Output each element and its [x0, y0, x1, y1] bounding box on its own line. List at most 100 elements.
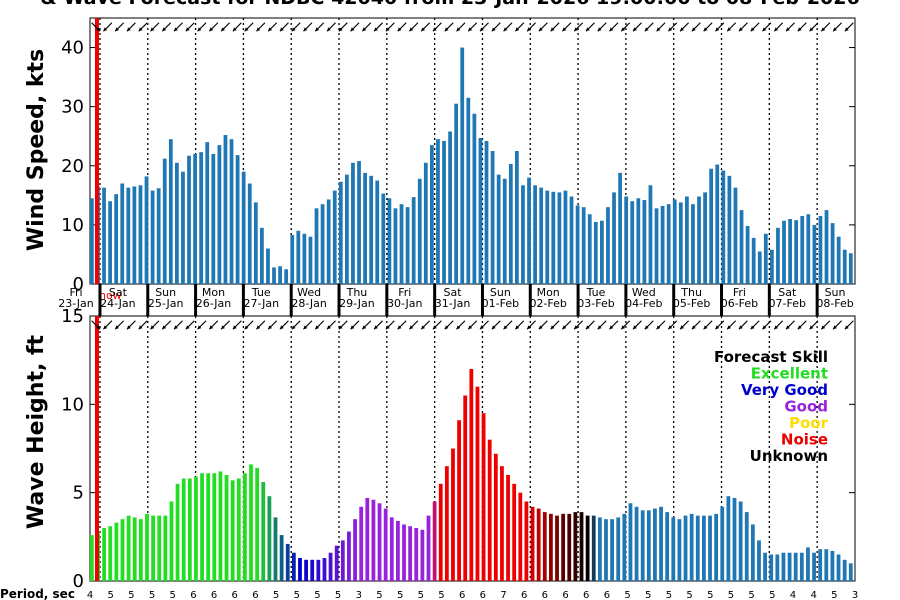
wind-bar [587, 214, 592, 284]
wind-bar [521, 185, 525, 284]
period-value: 5 [418, 590, 424, 600]
wave-direction-arrow [644, 320, 654, 330]
wind-bar [557, 192, 562, 284]
wave-bar [848, 563, 853, 581]
wind-direction-arrow [491, 22, 501, 32]
wind-arrow-head [444, 27, 449, 32]
period-value: 5 [149, 590, 155, 600]
wave-arrow-head [350, 325, 355, 330]
wind-direction-arrow [432, 22, 442, 32]
wave-bar [236, 478, 241, 581]
wave-arrow-head [503, 325, 508, 330]
wind-bar [399, 204, 404, 284]
wave-bar [708, 515, 712, 581]
wave-arrow-head [126, 325, 131, 330]
wind-bar [757, 251, 762, 284]
wind-arrow-head [656, 27, 661, 32]
wind-ytick-label: 10 [61, 215, 84, 236]
wave-bar [671, 517, 676, 581]
wind-direction-arrow [667, 22, 678, 32]
wave-bar [634, 506, 639, 581]
wave-bar [328, 552, 333, 581]
wind-bar [636, 198, 641, 284]
wave-direction-arrow [408, 320, 419, 330]
wave-bar [120, 519, 125, 581]
day-label-dow: Thu [680, 286, 702, 299]
wind-bar [739, 210, 744, 284]
wave-arrow-head [821, 325, 826, 330]
wave-bar [218, 471, 223, 581]
wave-bar [200, 473, 204, 581]
wave-arrow-head [362, 325, 367, 330]
wind-bar [363, 172, 367, 284]
wind-arrow-head [209, 27, 214, 32]
wind-bar [138, 185, 143, 284]
wind-bar [223, 135, 228, 284]
wind-arrow-head [833, 27, 837, 32]
wave-direction-arrow [691, 320, 701, 330]
wave-bar [702, 515, 706, 581]
wave-direction-arrow [820, 320, 831, 330]
wave-bar [793, 552, 798, 581]
wave-direction-arrow [185, 320, 195, 330]
wind-bar [666, 204, 671, 284]
wind-arrow-head [738, 27, 743, 32]
wind-bar [241, 171, 246, 284]
wave-bar [108, 526, 113, 581]
wave-arrow-head [138, 325, 143, 330]
wind-direction-arrow [703, 22, 713, 32]
wave-direction-arrow [656, 320, 666, 330]
wind-direction-arrow [456, 22, 466, 32]
wind-bar [102, 187, 106, 284]
wind-direction-arrow [267, 22, 278, 32]
wave-direction-arrow [573, 320, 584, 330]
wind-arrow-head [538, 27, 543, 32]
wave-direction-arrow [550, 320, 560, 330]
wave-bar [653, 508, 657, 581]
wave-arrow-head [150, 325, 155, 330]
wave-bar [414, 528, 419, 581]
wave-ytick-label: 15 [61, 306, 84, 327]
wave-direction-arrow [585, 320, 595, 330]
skill-legend-item: Forecast Skill [714, 348, 828, 366]
wind-direction-arrow [832, 22, 843, 32]
wave-direction-arrow [832, 320, 843, 330]
wind-arrow-head [633, 27, 637, 32]
wind-bar [442, 140, 446, 284]
wind-bar [108, 201, 112, 284]
day-label-date: 02-Feb [529, 297, 566, 310]
wave-bar [402, 524, 406, 581]
wind-bar [527, 177, 531, 284]
period-row: 4 5 5 5 5 6 6 6 6 5 5 5 5 3 5 5 5 5 6 6 7 6 6 6 6 6 5 5 5 5 5 5 5 5 4 4 5 3 [87, 590, 858, 600]
wind-direction-arrow [809, 22, 819, 32]
wind-direction-arrow [820, 22, 831, 32]
wave-arrow-head [456, 325, 461, 330]
wind-bar [703, 192, 707, 284]
wind-arrow-head [432, 27, 437, 32]
wave-bar [536, 508, 541, 581]
wave-arrow-head [103, 325, 108, 330]
period-value: 7 [500, 590, 506, 600]
period-value: 5 [273, 590, 279, 600]
wind-bar [387, 198, 392, 284]
wave-bar [408, 526, 413, 581]
wind-arrow-head [691, 27, 696, 32]
wave-bar [622, 513, 627, 581]
wave-bar [524, 501, 529, 581]
wind-direction-arrow [514, 22, 525, 32]
wave-bar [628, 503, 633, 581]
wind-bar [678, 202, 683, 284]
wind-bar [539, 187, 544, 284]
period-value: 5 [707, 590, 713, 600]
wave-direction-arrow [738, 320, 748, 330]
wind-bar [187, 155, 191, 284]
wind-bar [612, 192, 616, 284]
wind-direction-arrow [408, 22, 419, 32]
wind-arrow-head [609, 27, 614, 32]
wave-bar [114, 522, 119, 581]
wave-direction-arrow [844, 320, 854, 330]
wind-direction-arrow [620, 22, 631, 32]
wind-arrow-head [303, 27, 308, 32]
wave-direction-arrow [126, 320, 136, 330]
wind-bar [709, 168, 714, 284]
